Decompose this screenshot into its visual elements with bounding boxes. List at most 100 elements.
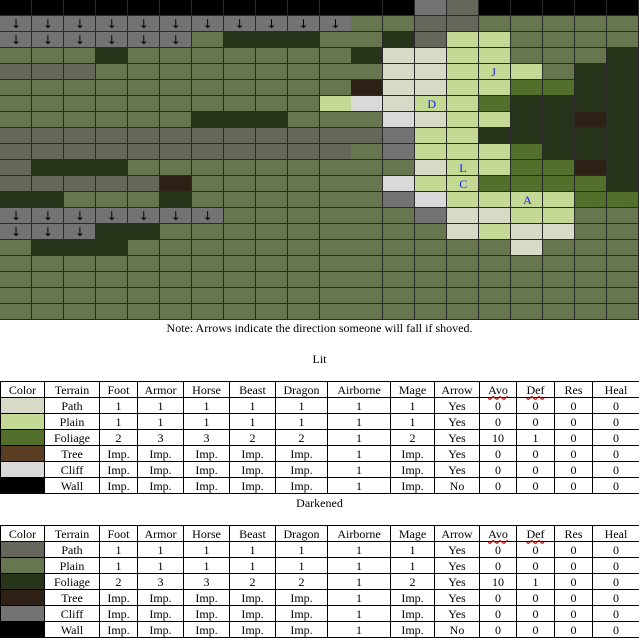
- column-header: Beast: [229, 525, 276, 542]
- map-tile: [511, 64, 544, 80]
- map-tile: [319, 112, 352, 128]
- table-cell: Yes: [434, 605, 480, 622]
- map-tile: [31, 176, 64, 192]
- map-tile: [575, 80, 608, 96]
- fall-arrow-icon: ↓: [42, 1, 53, 15]
- map-tile: [351, 112, 384, 128]
- map-tile: [447, 128, 480, 144]
- table-row: Plain 1 1 1 1 1 1 1 Yes 0 0 0 0: [0, 413, 639, 430]
- map-tile: [383, 304, 416, 320]
- map-tile: [447, 192, 480, 208]
- table-cell: Tree: [44, 445, 100, 462]
- column-header: Horse: [183, 381, 230, 398]
- map-tile: [95, 16, 128, 32]
- map-tile: [415, 64, 448, 80]
- map-tile: [95, 224, 128, 240]
- map-tile: [607, 96, 639, 112]
- map-tile: [255, 0, 288, 16]
- map-tile: [0, 48, 32, 64]
- table-cell: 0: [554, 477, 593, 494]
- table-cell: 1: [183, 541, 230, 558]
- map-tile: [543, 128, 576, 144]
- map-tile: [383, 192, 416, 208]
- unit-marker-j[interactable]: J: [491, 65, 496, 79]
- map-tile: [0, 144, 32, 160]
- map-tile: [415, 288, 448, 304]
- table-cell: 1: [327, 557, 391, 574]
- map-tile: [0, 240, 32, 256]
- map-tile: [191, 0, 224, 16]
- map-tile: [63, 64, 96, 80]
- map-tile: [383, 144, 416, 160]
- map-tile: [511, 128, 544, 144]
- map-tile: [415, 32, 448, 48]
- map-tile: [63, 192, 96, 208]
- map-tile: [415, 144, 448, 160]
- unit-marker-c[interactable]: C: [459, 177, 468, 191]
- terrain-color-swatch: [0, 605, 45, 622]
- map-tile: [511, 48, 544, 64]
- table-cell: 0: [554, 397, 593, 414]
- map-tile: [127, 192, 160, 208]
- fall-arrow-icon: ↓: [138, 1, 149, 15]
- map-tile: [351, 224, 384, 240]
- column-header: Avo: [479, 381, 517, 398]
- map-tile: [31, 224, 64, 240]
- terrain-color-swatch: [0, 557, 45, 574]
- map-tile: [415, 48, 448, 64]
- unit-marker-l[interactable]: L: [459, 161, 467, 175]
- table-row: Path 1 1 1 1 1 1 1 Yes 0 0 0 0: [0, 397, 639, 414]
- table-cell: 0: [516, 461, 555, 478]
- map-tile: [319, 0, 352, 16]
- unit-marker-a[interactable]: A: [523, 193, 532, 207]
- map-tile: [479, 96, 512, 112]
- map-tile: [383, 96, 416, 112]
- map-tile: [255, 272, 288, 288]
- column-header: Foot: [99, 525, 138, 542]
- lit-terrain-table: Color Terrain Foot Armor Horse Beast Dragon Air…: [0, 381, 639, 494]
- map-tile: [319, 256, 352, 272]
- map-tile: [543, 224, 576, 240]
- map-tile: [159, 240, 192, 256]
- map-tile: [95, 112, 128, 128]
- table-cell: Imp.: [390, 605, 435, 622]
- map-tile: [63, 32, 96, 48]
- table-cell: 0: [592, 413, 639, 430]
- map-tile: [0, 80, 32, 96]
- map-tile: [287, 272, 320, 288]
- map-tile: [223, 288, 256, 304]
- map-tile: [191, 64, 224, 80]
- column-header: Def: [516, 525, 555, 542]
- table-cell: Imp.: [275, 461, 328, 478]
- table-cell: Imp.: [229, 445, 276, 462]
- table-cell: Yes: [434, 429, 480, 446]
- map-tile: [95, 0, 128, 16]
- table-cell: Cliff: [44, 605, 100, 622]
- map-tile: [159, 48, 192, 64]
- map-tile: [543, 80, 576, 96]
- map-tile: [0, 128, 32, 144]
- column-header: Arrow: [434, 525, 480, 542]
- table-cell: Plain: [44, 413, 100, 430]
- map-tile: [607, 240, 639, 256]
- map-tile: [479, 80, 512, 96]
- map-tile: [511, 32, 544, 48]
- map-tile: [351, 80, 384, 96]
- column-header: Arrow: [434, 381, 480, 398]
- table-cell: 0: [516, 413, 555, 430]
- map-tile: [95, 192, 128, 208]
- fall-arrow-icon: ↓: [138, 33, 149, 47]
- map-tile: [479, 240, 512, 256]
- map-tile: [223, 208, 256, 224]
- map-tile: [351, 32, 384, 48]
- map-tile: [319, 16, 352, 32]
- map-tile: [63, 272, 96, 288]
- fall-arrow-icon: ↓: [74, 209, 85, 223]
- map-tile: [0, 96, 32, 112]
- table-cell: 1: [183, 413, 230, 430]
- map-tile: [0, 160, 32, 176]
- table-cell: 0: [554, 557, 593, 574]
- map-tile: [191, 128, 224, 144]
- unit-marker-d[interactable]: D: [427, 97, 436, 111]
- table-cell: 1: [229, 557, 276, 574]
